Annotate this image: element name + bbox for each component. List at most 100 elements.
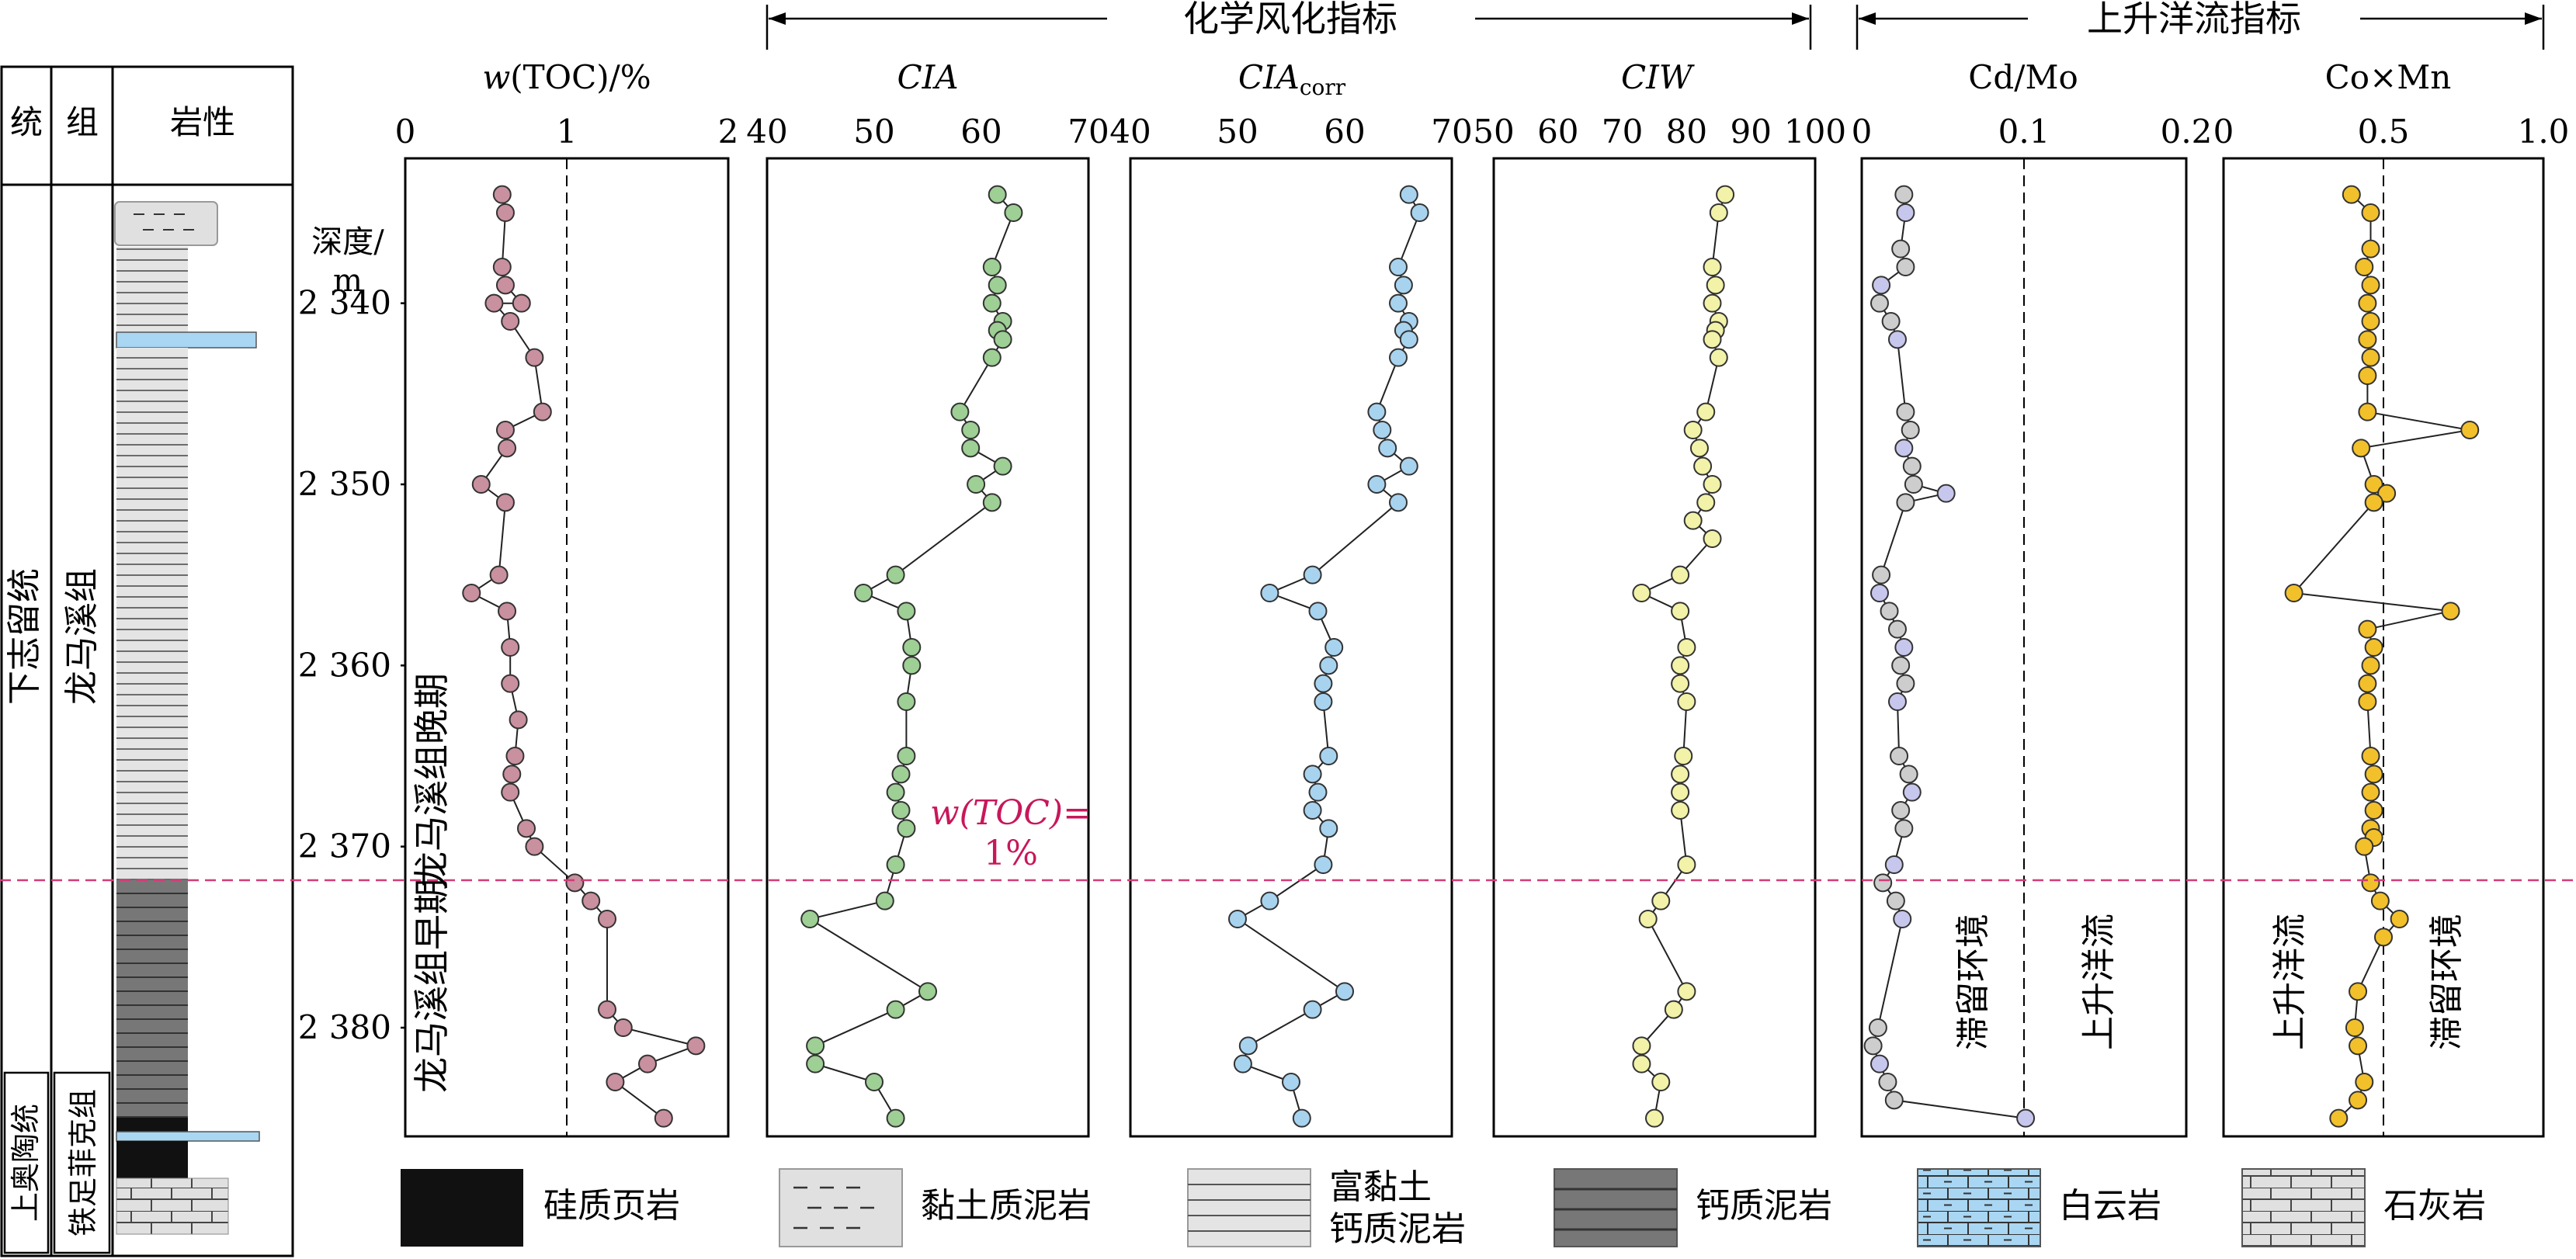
- panel-cdmo-data-point: [1872, 276, 1891, 295]
- formation-tiezufeike: 铁足菲克组: [66, 1089, 100, 1236]
- panel-cdmo-data-point: [1896, 493, 1915, 512]
- x-tick-label: 50: [1217, 113, 1258, 151]
- panel-ciw-data-point: [1703, 258, 1722, 276]
- x-tick-label: 50: [1473, 113, 1514, 151]
- panel-cdmo-data-point: [1893, 910, 1912, 928]
- panel-cia-data-point: [993, 330, 1012, 349]
- panel-comn-ticks: 0 0.5 1.0: [2213, 113, 2570, 151]
- panel-toc-data-point: [525, 837, 544, 856]
- panel-ciacorr-data-point: [1282, 1073, 1300, 1091]
- panel-cdmo-data-point: [1872, 565, 1891, 584]
- panel-toc-data-point: [638, 1054, 657, 1073]
- legend-clay-mudstone-label: 黏土质泥岩: [921, 1186, 1092, 1226]
- panel-toc-data-point: [654, 1108, 673, 1128]
- panel-cia-data-point: [897, 602, 916, 621]
- panel-ciw-data-point: [1632, 1036, 1651, 1056]
- legend-limestone-label: 石灰岩: [2383, 1186, 2486, 1226]
- panel-ciw-data-point: [1683, 511, 1703, 530]
- group-header-weathering: 化学风化指标: [766, 0, 1812, 50]
- panel-ciw-data-point: [1671, 801, 1690, 820]
- panel-cdmo-title: Cd/Mo: [1968, 58, 2078, 96]
- legend-siliceous-shale: 硅质页岩: [401, 1169, 680, 1247]
- panel-toc-data-point: [517, 819, 536, 838]
- panel-toc-data-point: [501, 782, 520, 802]
- panel-ciw-data-point: [1703, 529, 1722, 548]
- legend-clay-rich-calc-mudstone: 富黏土 钙质泥岩: [1187, 1167, 1466, 1249]
- panel-comn-data-point: [2349, 1036, 2368, 1056]
- panel-cdmo-data-point: [1870, 584, 1889, 602]
- panel-toc-data-point: [471, 475, 491, 494]
- panel-ciacorr-data-point: [1389, 493, 1408, 512]
- panel-cia-data-point: [800, 910, 820, 928]
- panel-ciw-data-point: [1674, 747, 1693, 765]
- panel-comn-data-point: [2352, 439, 2371, 458]
- panel-ciacorr-data-point: [1303, 765, 1322, 784]
- legend-calcareous-mudstone-label: 钙质泥岩: [1696, 1186, 1832, 1226]
- panel-ciw: CIW 50 60 70 80 90 100: [1473, 58, 1846, 1138]
- panel-ciw-data-point: [1703, 475, 1722, 494]
- x-tick-label: 70: [1068, 113, 1109, 151]
- toc-annotation-line2: 1%: [984, 834, 1038, 873]
- panel-cdmo-data-point: [1936, 484, 1956, 503]
- x-tick-label: 100: [1784, 113, 1846, 151]
- panel-ciacorr-data-point: [1319, 656, 1338, 675]
- panel-ciw-data-point: [1696, 493, 1716, 512]
- period-early-label: 龙马溪组早期: [411, 879, 453, 1093]
- x-tick-label: 1.0: [2518, 113, 2570, 151]
- depth-tick-label: 2 340: [298, 284, 391, 322]
- panel-cdmo-plot: [1860, 157, 2188, 1138]
- panel-cia-data-point: [891, 765, 911, 784]
- panel-cia-data-point: [806, 1036, 825, 1056]
- legend-siliceous-shale-label: 硅质页岩: [543, 1186, 680, 1226]
- x-tick-label: 0: [2213, 113, 2234, 151]
- panel-toc-data-point: [509, 710, 528, 730]
- panel-toc-data-point: [498, 602, 517, 621]
- panel-comn-data-point: [2390, 910, 2409, 928]
- panel-cdmo-data-point: [1863, 1036, 1883, 1056]
- panel-toc-data-point: [613, 1018, 633, 1037]
- lithology-stack: [114, 201, 260, 1235]
- panel-ciw-data-point: [1696, 402, 1716, 421]
- panel-toc-ticks: 0 1 2: [395, 113, 739, 151]
- panel-ciacorr-data-point: [1314, 692, 1333, 711]
- panel-cdmo-data-point: [1881, 312, 1901, 331]
- panel-ciacorr-data-point: [1292, 1108, 1311, 1128]
- panel-toc-data-point: [525, 348, 544, 367]
- panel-cdmo-data-point: [1880, 602, 1899, 621]
- panel-toc-plot: [404, 157, 730, 1138]
- panel-cdmo-data-point: [1896, 258, 1915, 276]
- panel-toc-data-point: [498, 439, 517, 458]
- panel-ciacorr-data-point: [1367, 475, 1387, 494]
- x-tick-label: 60: [1324, 113, 1365, 151]
- panel-ciw-data-point: [1645, 1108, 1664, 1128]
- panel-ciw-data-point: [1671, 602, 1690, 621]
- panel-ciw-data-point: [1677, 982, 1696, 1001]
- x-tick-label: 90: [1730, 113, 1771, 151]
- toc-annotation-line1: w(TOC)=: [930, 793, 1092, 833]
- panel-comn-data-point: [2364, 493, 2383, 512]
- panel-ciw-data-point: [1709, 348, 1728, 367]
- panel-ciacorr-ticks: 40 50 60 70: [1109, 113, 1472, 151]
- panel-cia-data-point: [902, 656, 922, 675]
- x-tick-label: 60: [1537, 113, 1578, 151]
- panel-comn-data-point: [2370, 891, 2390, 910]
- panel-cdmo-data-point: [1894, 185, 1914, 204]
- panel-ciacorr-plot: [1129, 157, 1453, 1138]
- panel-toc-data-point: [686, 1036, 706, 1056]
- panel-cdmo: Cd/Mo 0 0.1 0.2: [1852, 58, 2212, 1138]
- panel-ciacorr: CIAcorr 40 50 60 70: [1109, 58, 1473, 1138]
- panel-cdmo-data-point: [1891, 801, 1911, 820]
- panel-cia-data-point: [982, 493, 1002, 512]
- panel-ciw-ticks: 50 60 70 80 90 100: [1473, 113, 1846, 151]
- panel-cdmo-data-point: [1896, 402, 1915, 421]
- panel-comn-data-point: [2358, 293, 2377, 313]
- panel-ciacorr-data-point: [1373, 421, 1392, 439]
- panel-cia-data-point: [897, 692, 916, 711]
- panel-toc-data-point: [582, 891, 601, 910]
- panel-cia-data-point: [993, 456, 1012, 476]
- panel-ciacorr-data-point: [1335, 982, 1354, 1001]
- panel-cia-data-point: [902, 638, 922, 657]
- depth-tick-label: 2 380: [298, 1008, 391, 1046]
- weathering-title: 化学风化指标: [1183, 0, 1397, 40]
- panel-comn-data-point: [2358, 366, 2377, 385]
